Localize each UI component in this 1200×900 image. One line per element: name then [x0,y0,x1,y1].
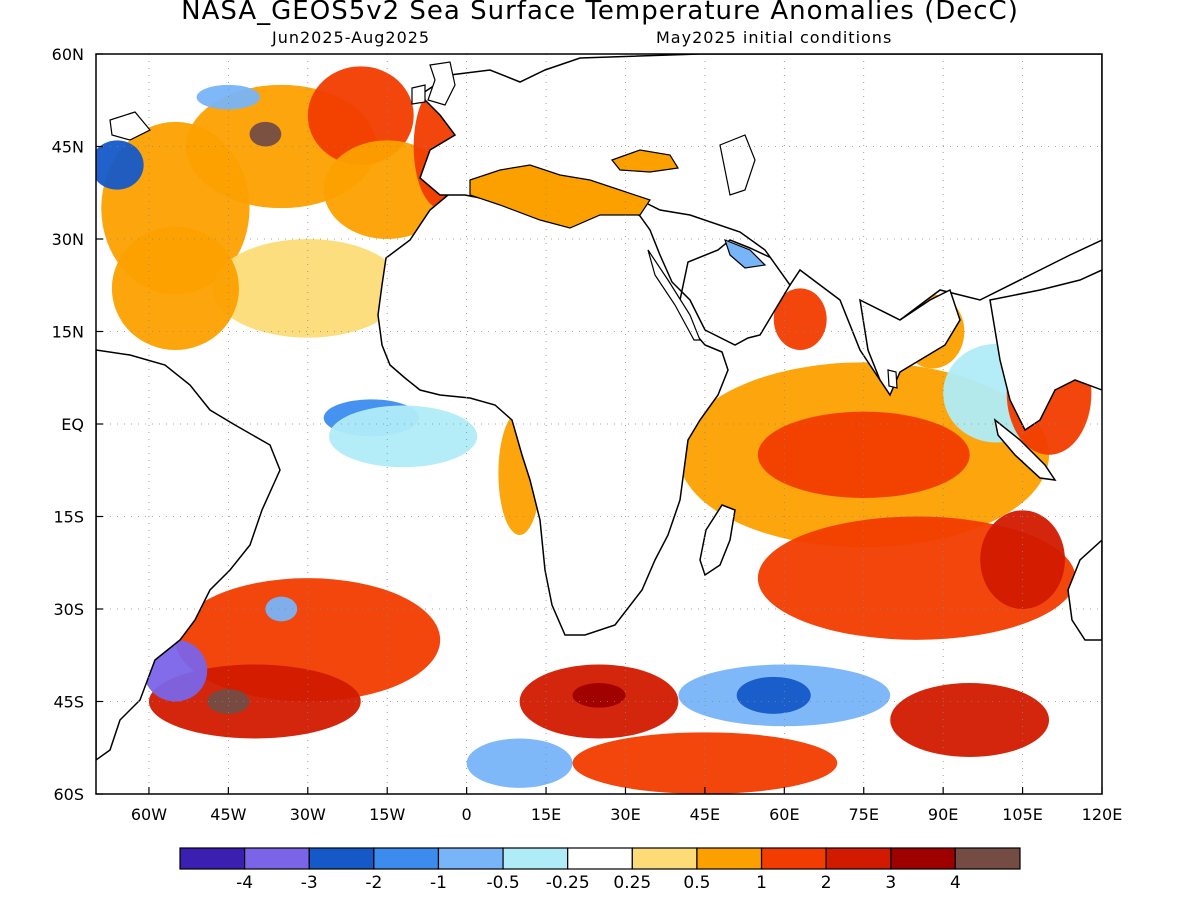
anomaly-region [196,84,261,110]
lon-tick-label: 120E [1082,805,1123,824]
anomaly-region [328,405,478,468]
anomaly-region [212,239,404,338]
newfoundland-landmass [109,111,151,141]
lat-tick-label: 15N [52,323,84,342]
lon-tick-label: 90E [928,805,958,824]
colorbar-label: 4 [950,873,961,893]
lon-tick-label: 105E [1002,805,1043,824]
colorbar-label: 3 [885,873,896,893]
colorbar-swatch [890,847,956,870]
mediterranean-sea [469,164,651,229]
lat-tick-label: 60S [53,785,84,804]
lon-tick-label: 15W [369,805,405,824]
colorbar-label: -0.25 [546,873,590,893]
lon-tick-label: 15E [531,805,561,824]
sri-lanka-landmass [887,369,898,389]
anomaly-region [757,411,970,499]
lon-tick-label: 30W [290,805,326,824]
madagascar-landmass [699,504,736,577]
initial-conditions: May2025 initial conditions [656,28,893,47]
colorbar-label: 0.5 [683,873,710,893]
lat-tick-label: 45N [52,138,84,157]
colorbar-swatch [179,847,246,870]
anomaly-region [111,226,239,350]
colorbar-label: -3 [301,873,318,893]
colorbar-label: -0.5 [486,873,519,893]
lat-tick-label: 45S [53,693,84,712]
ireland-landmass [411,84,426,105]
persian-gulf [724,238,767,269]
anomaly-region [773,288,827,350]
africa-landmass [377,184,791,636]
lon-tick-label: 30E [610,805,640,824]
india-landmass [859,288,961,397]
colorbar-label: 1 [756,873,767,893]
colorbar-label: -1 [430,873,447,893]
anomaly-region [96,140,144,190]
black-sea [611,149,679,173]
colorbar-label: 2 [821,873,832,893]
anomaly-region [890,683,1050,757]
colorbar-legend: -4 -3 -2 -1 -0.5 -0.25 0.25 0.5 1 2 3 4 [179,847,1021,893]
colorbar-swatch [308,847,375,870]
lat-tick-label: 15S [53,508,84,527]
graticule [96,54,1102,794]
australia-landmass [1067,538,1102,641]
anomaly-region [466,738,573,788]
colorbar-swatch [244,847,310,870]
lat-tick-label: 30S [53,600,84,619]
anomaly-region [265,596,298,622]
anomaly-region [572,683,626,708]
colorbar-label: 0.25 [613,873,651,893]
lat-tick-label: 30N [52,230,84,249]
lon-tick-label: 45W [210,805,246,824]
colorbar-swatch [502,847,569,870]
anomaly-region [980,510,1065,609]
sumatra-landmass [993,418,1057,481]
colorbar-swatch [760,847,827,870]
lat-tick-label: 60N [52,45,84,64]
colorbar-swatch [373,847,440,870]
forecast-period: Jun2025-Aug2025 [272,28,431,47]
anomaly-region [207,689,250,714]
lat-tick-label: EQ [61,415,84,434]
lon-tick-label: 60W [131,805,167,824]
anomaly-region [572,732,838,794]
southeast-asia-landmass [989,269,1102,432]
chart-title: NASA_GEOS5v2 Sea Surface Temperature Ano… [181,0,1019,26]
anomaly-region [307,66,414,165]
lon-tick-label: 75E [849,805,879,824]
south-america-landmass [96,349,281,761]
colorbar-swatch [567,847,633,870]
lon-tick-label: 45E [690,805,720,824]
colorbar-swatch [954,847,1021,870]
colorbar-swatch [631,847,698,870]
british-isles-landmass [427,61,456,106]
anomaly-region [249,121,282,147]
red-sea [647,249,701,341]
lon-tick-label: 60E [769,805,799,824]
colorbar-label: -4 [236,873,253,893]
colorbar-swatch [437,847,504,870]
land-masses [96,54,1102,761]
anomaly-region [736,676,811,714]
lon-tick-label: 0 [462,805,472,824]
axis-ticks: 60N 45N 30N 15N EQ 15S 30S 45S 60S 60W 45W 30W 15W 0 1… [52,45,1123,824]
colorbar-swatch [825,847,892,870]
colorbar-swatch [696,847,763,870]
caspian-sea [719,134,756,196]
colorbar-label: -2 [365,873,382,893]
